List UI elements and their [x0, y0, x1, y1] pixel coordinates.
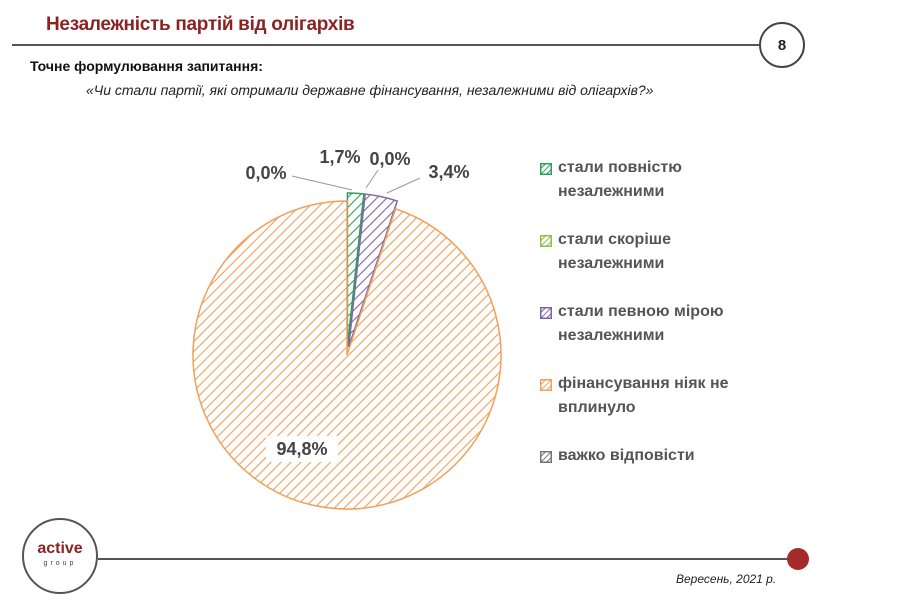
data-label-background [266, 436, 338, 462]
data-label: 1,7% [319, 147, 360, 167]
legend-item-hard-to-say: важко відповісти [540, 447, 695, 468]
legend-swatch-icon [540, 451, 552, 463]
accent-dot [787, 548, 809, 570]
header-divider [12, 44, 762, 46]
footer-divider [98, 558, 791, 560]
legend-item-somewhat-independent: стали певною мірою незалежними [540, 303, 724, 348]
leader-line [291, 175, 353, 191]
pie-slice [192, 200, 502, 510]
legend-item-rather-independent: стали скоріше незалежними [540, 231, 671, 276]
leader-line [386, 177, 421, 194]
page-title: Незалежність партій від олігархів [46, 14, 355, 35]
legend-swatch-icon [540, 235, 552, 247]
legend-swatch-icon [540, 379, 552, 391]
leader-line [365, 169, 379, 189]
logo-subtitle: group [43, 560, 77, 567]
legend-label: стали повністю незалежними [558, 159, 682, 200]
legend-label: фінансування ніяк не вплинуло [558, 375, 729, 416]
legend-label: стали скоріше незалежними [558, 231, 671, 272]
question-text: «Чи стали партії, які отримали державне … [86, 82, 654, 98]
logo-word: active [37, 540, 83, 557]
legend-swatch-icon [540, 163, 552, 175]
data-label: 94,8% [276, 439, 327, 459]
pie-slice [347, 193, 399, 348]
data-label: 0,0% [369, 149, 410, 169]
legend-swatch-icon [540, 307, 552, 319]
legend-item-fully-independent: стали повністю незалежними [540, 159, 682, 204]
question-label: Точне формулювання запитання: [30, 58, 263, 74]
legend-label: стали певною мірою незалежними [558, 303, 724, 344]
footer-date: Вересень, 2021 р. [676, 572, 777, 586]
legend-label: важко відповісти [558, 447, 695, 464]
data-label: 3,4% [428, 162, 469, 182]
legend-item-no-influence: фінансування ніяк не вплинуло [540, 375, 729, 420]
page-number: 8 [759, 22, 805, 68]
active-group-logo: active group [22, 518, 98, 594]
data-label: 0,0% [245, 163, 286, 183]
pie-slice [346, 192, 365, 348]
